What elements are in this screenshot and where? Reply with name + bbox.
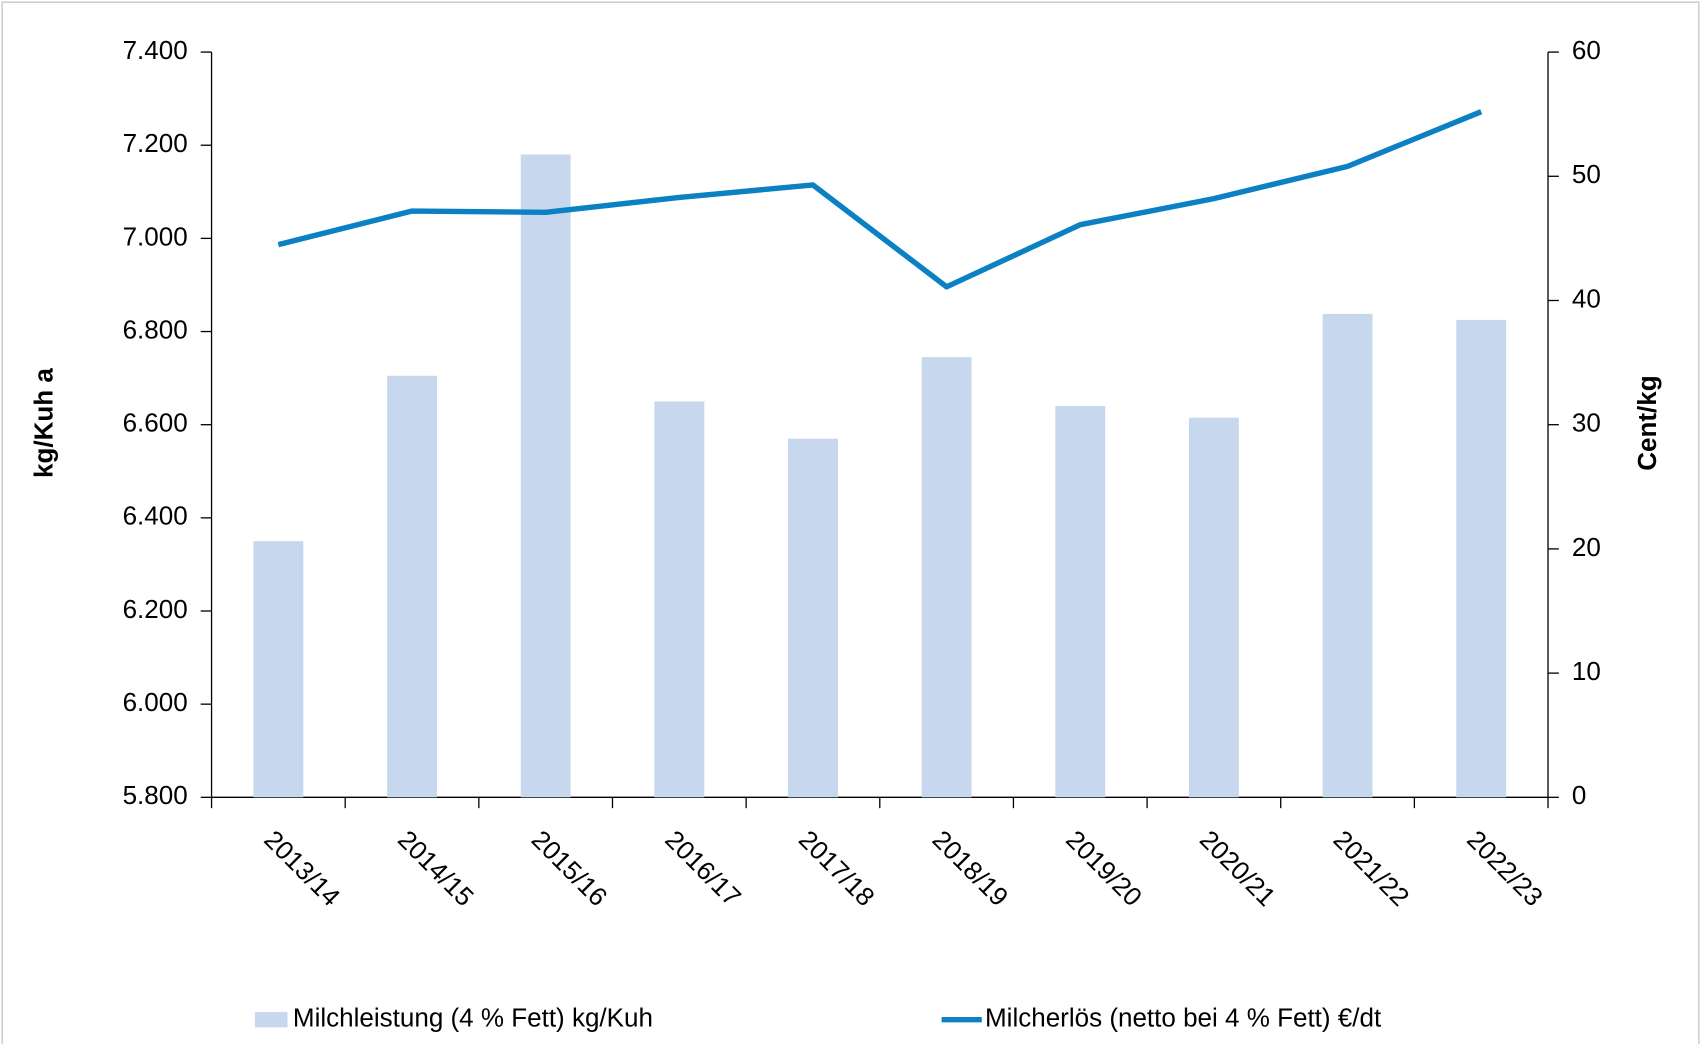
legend-label: Milcherlös (netto bei 4 % Fett) €/dt (985, 1003, 1382, 1033)
bar (253, 541, 304, 798)
y2-tick-label: 20 (1572, 532, 1601, 562)
line (277, 109, 1483, 290)
bar (387, 375, 437, 798)
y2-tick-label: 30 (1572, 408, 1601, 438)
y2-axis-label: Cent/kg (1632, 375, 1662, 470)
y-tick-label: 6.800 (123, 314, 188, 344)
bar (1055, 406, 1106, 798)
y-tick-label: 6.000 (123, 687, 188, 717)
y-tick-label: 6.600 (123, 408, 188, 438)
bar (788, 438, 838, 798)
y-tick-label: 6.400 (123, 501, 188, 531)
bar (520, 154, 571, 798)
y2-tick-label: 60 (1572, 35, 1601, 65)
y2-tick-label: 10 (1572, 656, 1601, 686)
y-tick-label: 6.200 (123, 594, 188, 624)
bar (1188, 417, 1239, 798)
y-axis-label: kg/Kuh a (28, 368, 58, 478)
y2-tick-label: 40 (1572, 283, 1601, 313)
legend-label: Milchleistung (4 % Fett) kg/Kuh (293, 1003, 653, 1033)
y-tick-label: 5.800 (123, 780, 188, 810)
bar (1322, 313, 1373, 798)
y2-tick-label: 50 (1572, 159, 1601, 189)
bar (1456, 319, 1507, 798)
legend-swatch (254, 1012, 288, 1028)
bar (921, 357, 972, 798)
y-tick-label: 7.000 (123, 221, 188, 251)
y-tick-label: 7.400 (123, 35, 188, 65)
y-tick-label: 7.200 (123, 128, 188, 158)
y2-tick-label: 0 (1572, 780, 1586, 810)
bar (654, 401, 705, 798)
